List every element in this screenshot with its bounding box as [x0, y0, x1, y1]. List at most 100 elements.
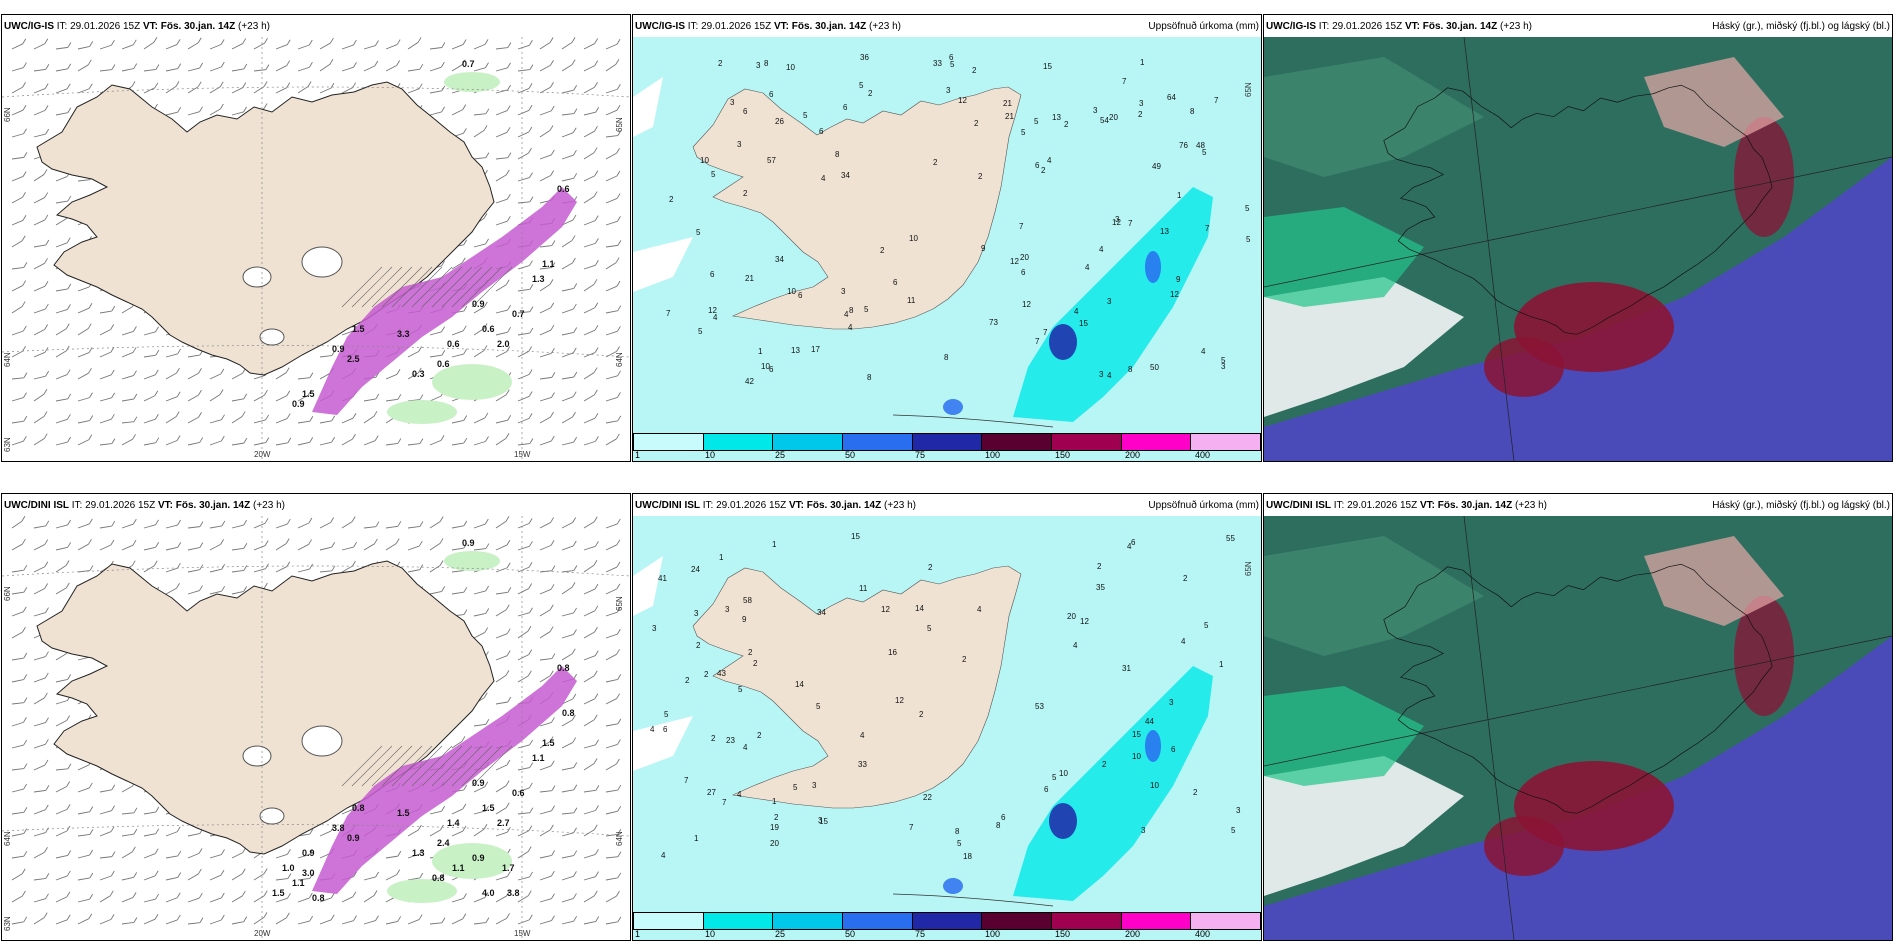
accum-value: 4: [661, 851, 666, 860]
wind-barb: [341, 521, 353, 529]
accum-value: 10: [787, 287, 796, 296]
hatch-line: [341, 266, 383, 308]
precip-value: 1.5: [302, 389, 315, 399]
wind-barb-feather: [44, 846, 48, 853]
colorbar-label: 10: [705, 929, 716, 939]
wind-barb: [165, 353, 178, 358]
wind-barb: [583, 394, 595, 402]
wind-barb-feather: [87, 323, 92, 329]
wind-barb: [473, 922, 486, 925]
wind-barb-feather: [44, 258, 48, 264]
wind-barb: [539, 875, 552, 881]
wind-barb: [561, 875, 574, 881]
wind-barb: [605, 244, 618, 248]
wind-barb-feather: [66, 891, 71, 898]
accum-value: 2: [962, 655, 967, 664]
wind-barb: [605, 698, 617, 705]
wind-barb: [77, 64, 89, 72]
wind-barb-feather: [461, 59, 466, 65]
precip-value: 2.0: [497, 339, 510, 349]
wind-barb: [143, 41, 155, 50]
wind-barb: [495, 331, 508, 336]
wind-barb: [55, 678, 68, 683]
wind-barb: [495, 419, 508, 424]
wind-barb-feather: [463, 348, 468, 355]
wind-barb-feather: [352, 433, 356, 440]
wind-barb: [517, 895, 529, 903]
accum-value: 2: [704, 670, 709, 679]
wind-barb-feather: [198, 367, 202, 374]
wind-barb-feather: [154, 870, 159, 877]
accum-value: 1: [772, 797, 777, 806]
wind-barb: [275, 395, 288, 402]
accum-value: 4: [977, 605, 982, 614]
wind-barb-feather: [89, 415, 94, 421]
wind-barb: [583, 853, 596, 859]
wind-barb-feather: [199, 521, 204, 527]
hatch-line: [381, 745, 423, 787]
wind-barb-feather: [419, 564, 424, 570]
wind-barb-feather: [21, 516, 26, 522]
wind-barb-feather: [176, 391, 181, 397]
accum-value: 1: [1219, 660, 1224, 669]
wind-barb-feather: [550, 59, 554, 66]
precip-value: 3.8: [332, 823, 345, 833]
wind-barb: [319, 355, 332, 358]
precip-value: 0.9: [347, 833, 360, 843]
accum-value: 7: [684, 776, 689, 785]
wind-barb: [121, 544, 134, 551]
accum-value: 19: [770, 823, 779, 832]
wind-barb: [495, 701, 508, 705]
wind-barb-feather: [594, 302, 599, 308]
wind-barb: [11, 811, 24, 815]
accum-value: 15: [1043, 62, 1052, 71]
wind-barb-feather: [221, 414, 225, 420]
accum-value: 10: [761, 362, 770, 371]
wind-barb: [385, 525, 398, 529]
wind-barb: [539, 284, 551, 292]
cloud-layer: [1644, 536, 1784, 626]
wind-barb-feather: [220, 39, 225, 45]
accum-value: 4: [860, 731, 865, 740]
wind-barb: [77, 45, 90, 50]
wind-barb-feather: [528, 413, 533, 419]
wind-barb: [539, 741, 551, 749]
accum-value: 6: [1171, 745, 1176, 754]
wind-barb: [55, 398, 68, 402]
wind-barb-feather: [265, 414, 269, 421]
colorbar-swatch: [1121, 913, 1192, 929]
wind-barb: [55, 808, 68, 815]
wind-barb: [495, 309, 508, 314]
grid-label: 63N: [3, 916, 12, 931]
wind-barb: [33, 416, 45, 424]
accum-value: 41: [658, 574, 667, 583]
accum-value: 1: [1177, 191, 1182, 200]
wind-barb: [33, 656, 46, 661]
wind-barb-feather: [309, 563, 314, 570]
wind-barb: [561, 262, 573, 270]
wind-barb-feather: [418, 346, 423, 352]
wind-barb-feather: [243, 106, 247, 113]
accum-value: 3: [1221, 362, 1226, 371]
wind-barb-feather: [529, 327, 534, 334]
wind-barb: [231, 547, 244, 551]
wind-barb: [143, 898, 156, 903]
wind-barb: [495, 47, 508, 50]
wind-barb: [319, 87, 332, 94]
wind-barb: [209, 419, 222, 424]
wind-barb-feather: [110, 539, 115, 546]
wind-barb: [99, 418, 112, 424]
wind-barb: [121, 523, 134, 529]
accum-value: 21: [745, 274, 754, 283]
wind-barb: [517, 588, 529, 595]
precip-value: 1.4: [447, 818, 460, 828]
wind-barb-feather: [155, 64, 160, 70]
wind-barb-feather: [155, 519, 159, 526]
accum-value: 5: [696, 228, 701, 237]
wind-barb-feather: [505, 604, 510, 610]
accum-value: 54: [1100, 116, 1109, 125]
wind-barb-feather: [550, 435, 555, 442]
wind-barb-feather: [264, 389, 268, 396]
wind-barb: [143, 875, 156, 881]
wind-barb-feather: [88, 518, 93, 525]
